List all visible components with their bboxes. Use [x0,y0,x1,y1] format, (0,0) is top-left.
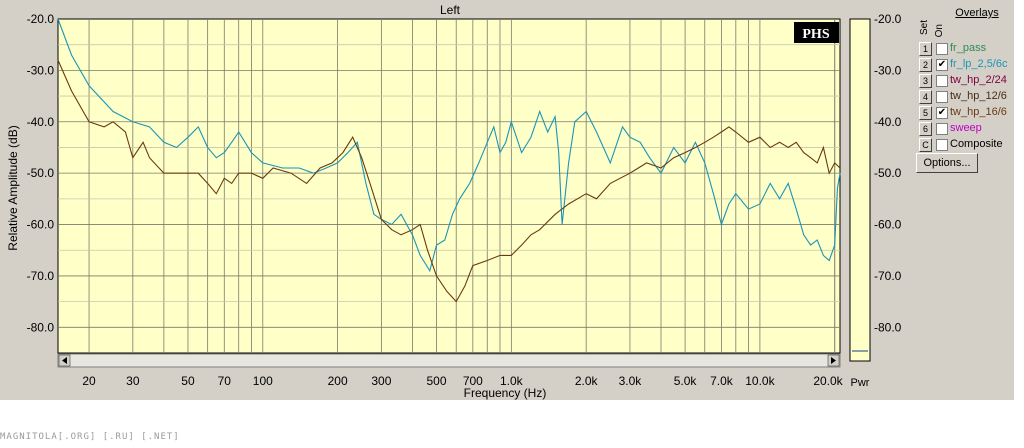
overlay-set-button[interactable]: 5 [919,106,932,120]
y-tick-label: -20.0 [27,12,55,26]
frequency-response-chart: -20.0 -20.0 -30.0 -30.0 -40.0 -40.0 -50.0 -50.0… [6,3,902,400]
overlay-label: Composite [950,138,1003,150]
scroll-left-icon [62,357,67,364]
x-tick-label: 20 [82,374,96,388]
overlay-label: tw_hp_2/24 [950,74,1007,86]
y-tick-label-right: -30.0 [874,63,902,77]
overlay-checkbox[interactable] [936,75,948,87]
overlay-label: fr_pass [950,42,987,54]
overlay-label: fr_lp_2,5/6c [950,58,1008,70]
overlay-checkbox[interactable]: ✔ [936,59,948,71]
x-tick-label: 700 [463,374,483,388]
x-tick-label: 10.0k [745,374,775,388]
y-tick-label: -70.0 [27,269,55,283]
overlay-set-button[interactable]: 2 [919,58,932,72]
x-axis-label: Frequency (Hz) [464,386,547,400]
pwr-axis-label: Pwr [851,377,870,389]
overlay-checkbox[interactable] [936,139,948,151]
y-tick-label-right: -60.0 [874,218,902,232]
app-window: -20.0 -20.0 -30.0 -30.0 -40.0 -40.0 -50.0 -50.0… [0,0,1014,400]
phs-badge [794,22,839,43]
overlay-set-button[interactable]: 6 [919,122,932,136]
y-tick-label: -60.0 [27,218,55,232]
series-line-2 [57,59,841,303]
y-tick-label-right: -80.0 [874,320,902,334]
x-tick-label: 5.0k [674,374,698,388]
overlay-set-button[interactable]: 4 [919,90,932,104]
x-tick-label: 500 [427,374,447,388]
y-tick-label: -30.0 [27,63,55,77]
overlay-set-button[interactable]: 3 [919,74,932,88]
overlays-panel: Overlays Set On 1 fr_pass 2 ✔ fr_lp_2,5/6c 3 t… [916,4,1014,174]
overlay-set-button[interactable]: C [919,138,932,152]
overlay-set-button[interactable]: 1 [919,42,932,56]
overlays-set-header: Set [919,20,930,36]
overlay-row-1: 1 fr_pass [919,42,1014,56]
x-tick-label: 30 [126,374,140,388]
x-tick-label: 20.0k [813,374,843,388]
x-tick-label: 300 [371,374,391,388]
horizontal-scrollbar [57,353,841,368]
x-tick-label: 2.0k [575,374,599,388]
x-tick-label: 100 [253,374,273,388]
overlay-checkbox[interactable] [936,43,948,55]
chart-title: Left [440,3,461,17]
x-tick-label: 200 [328,374,348,388]
y-tick-label: -40.0 [27,115,55,129]
y-tick-label-right: -70.0 [874,269,902,283]
y-tick-label: -80.0 [27,320,55,334]
overlay-row-3: 3 tw_hp_2/24 [919,74,1014,88]
overlay-row-4: 4 tw_hp_12/6 [919,90,1014,104]
overlays-title: Overlays [955,7,999,19]
x-tick-label: 7.0k [710,374,734,388]
scroll-right-icon [831,357,836,364]
x-tick-label: 1.0k [500,374,524,388]
x-tick-label: 3.0k [619,374,643,388]
overlay-checkbox[interactable] [936,123,948,135]
series-line-1 [57,18,841,273]
overlay-row-2: 2 ✔ fr_lp_2,5/6c [919,58,1014,72]
pwr-bar [849,18,871,362]
overlay-checkbox[interactable] [936,91,948,103]
overlay-row-c: C Composite [919,138,1014,152]
watermark: MAGNITOLA[.ORG] [.RU] [.NET] [0,432,180,442]
overlay-row-5: 5 ✔ tw_hp_16/6 [919,106,1014,120]
y-tick-label: -50.0 [27,166,55,180]
overlay-row-6: 6 sweep [919,122,1014,136]
overlay-label: tw_hp_12/6 [950,90,1007,102]
y-axis-label: Relative Amplitude (dB) [6,125,20,250]
y-tick-label-right: -50.0 [874,166,902,180]
x-tick-label: 70 [218,374,232,388]
overlay-checkbox[interactable]: ✔ [936,107,948,119]
overlay-label: sweep [950,122,982,134]
phs-badge-label: PHS [802,27,829,42]
overlay-label: tw_hp_16/6 [950,106,1007,118]
plot-area [57,18,841,354]
overlays-on-header: On [934,24,945,38]
options-button[interactable]: Options... [916,153,978,173]
y-tick-label-right: -40.0 [874,115,902,129]
y-tick-label-right: -20.0 [874,12,902,26]
x-tick-label: 50 [181,374,195,388]
